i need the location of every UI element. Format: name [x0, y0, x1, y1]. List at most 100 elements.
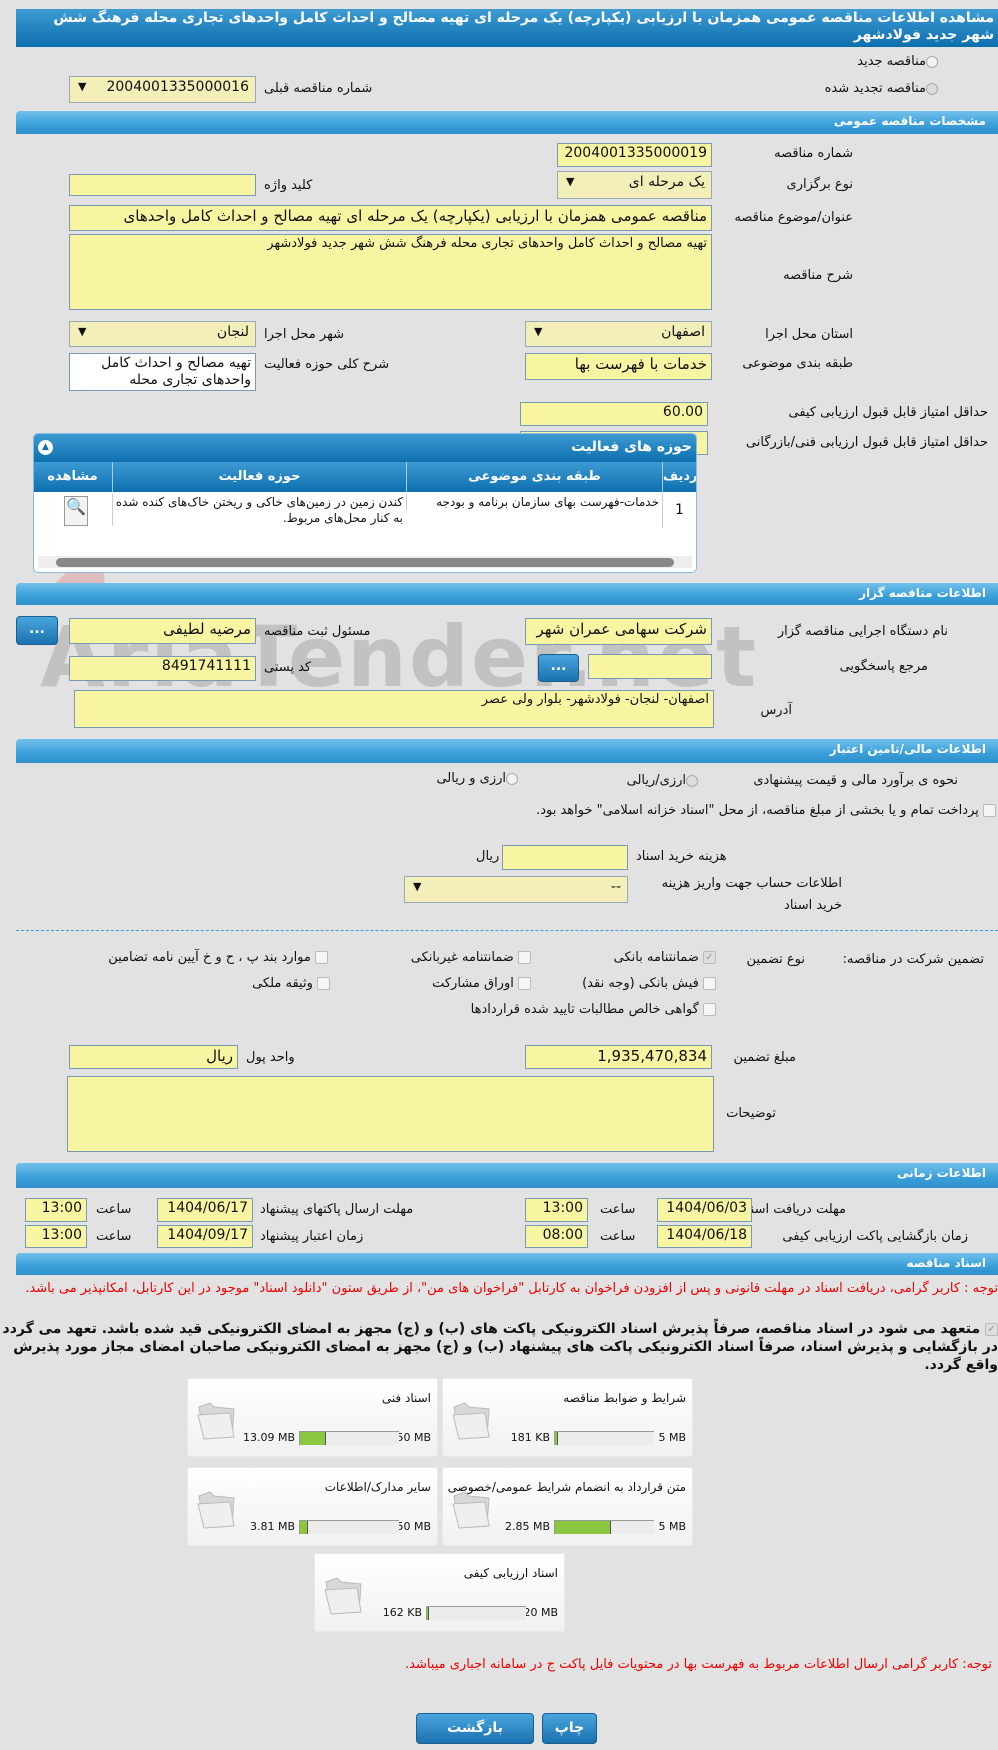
activity-desc-textarea[interactable]: تهیه مصالح و احداث کامل واحدهای تجاری مح… [69, 353, 256, 391]
print-button[interactable]: چاپ [542, 1713, 597, 1744]
prev-number-label: شماره مناقصه قبلی [264, 81, 373, 96]
guarantee-clauses[interactable]: موارد بند پ ، ح و خ آیین نامه تضامین [108, 950, 328, 965]
subject-field[interactable]: مناقصه عمومی همزمان با ارزیابی (یکپارچه)… [69, 205, 712, 231]
folder-icon [452, 1491, 490, 1529]
min-quality-field[interactable]: 60.00 [520, 402, 708, 426]
activity-desc-label: شرح کلی حوزه فعالیت [264, 357, 390, 372]
guarantee-label: تضمین شرکت در مناقصه: [842, 952, 984, 967]
horizontal-scrollbar[interactable] [38, 556, 692, 568]
reference-label: مرجع پاسخگویی [839, 659, 928, 674]
document-file-box[interactable]: شرایط و ضوابط مناقصه 5 MB 181 KB [442, 1378, 693, 1457]
quality-open-time[interactable]: 08:00 [525, 1225, 588, 1248]
section-timing-header: اطلاعات زمانی [16, 1163, 998, 1188]
city-label: شهر محل اجرا [264, 327, 344, 342]
file-used-size: 3.81 MB [249, 1520, 295, 1533]
folder-icon [324, 1577, 362, 1615]
category-field[interactable]: خدمات با فهرست بها [525, 353, 712, 380]
collapse-icon[interactable]: ▲ [38, 440, 53, 455]
file-name: سایر مدارک/اطلاعات [324, 1480, 431, 1494]
section-financial-header: اطلاعات مالی/تامین اعتبار [16, 739, 998, 763]
page-title: مشاهده اطلاعات مناقصه عمومی همزمان با ار… [16, 9, 998, 47]
file-usage-fill [555, 1521, 612, 1534]
scrollbar-thumb[interactable] [56, 558, 674, 567]
file-max-size: 50 MB [396, 1520, 431, 1533]
guarantee-claims[interactable]: گواهی خالص مطالبات تایید شده قراردادها [471, 1002, 716, 1017]
province-select[interactable]: اصفهان ▼ [525, 321, 712, 347]
guarantee-nonbank[interactable]: ضمانتنامه غیربانکی [411, 950, 531, 965]
guarantee-bank[interactable]: ✓ ضمانتنامه بانکی [614, 950, 716, 965]
org-field[interactable]: شرکت سهامی عمران شهر [525, 618, 712, 645]
notes-textarea[interactable] [67, 1076, 714, 1152]
activities-title: حوزه های فعالیت [571, 439, 692, 455]
document-file-box[interactable]: اسناد ارزیابی کیفی 20 MB 162 KB [314, 1553, 565, 1632]
chevron-down-icon: ▼ [413, 880, 422, 893]
file-usage-bar [426, 1606, 526, 1620]
radio-renewed-tender[interactable]: مناقصه تجدید شده [825, 81, 938, 96]
radio-new-tender[interactable]: مناقصه جدید [857, 54, 938, 69]
responsible-field[interactable]: مرضیه لطیفی [69, 618, 256, 644]
validity-time[interactable]: 13:00 [25, 1225, 87, 1248]
keyword-field[interactable] [69, 174, 256, 196]
commitment-checkbox[interactable]: ✓ متعهد می شود در اسناد مناقصه، صرفاً پذ… [2, 1321, 998, 1373]
radio-currency-and-rial[interactable]: ارزی و ریالی [436, 771, 518, 786]
file-usage-fill [427, 1607, 429, 1620]
rial-unit: ریال [476, 849, 500, 864]
type-select[interactable]: یک مرحله ای ▼ [557, 171, 712, 199]
submit-time[interactable]: 13:00 [25, 1198, 87, 1222]
submit-label: مهلت ارسال پاکتهای پیشنهاد [260, 1202, 414, 1217]
radio-rial-currency[interactable]: ارزی/ریالی [627, 773, 698, 788]
validity-date[interactable]: 1404/09/17 [157, 1225, 253, 1248]
quality-open-label: زمان بازگشایی پاکت ارزیابی کیفی [782, 1229, 968, 1244]
prev-number-select[interactable]: 2004001335000016 ▼ [69, 76, 256, 103]
view-document-icon[interactable]: 🔍 [64, 496, 88, 526]
guarantee-bonds[interactable]: اوراق مشارکت [432, 976, 531, 991]
section-organizer-header: اطلاعات مناقصه گزار [16, 583, 998, 605]
time-label: ساعت [600, 1229, 636, 1244]
doc-deadline-date[interactable]: 1404/06/03 [657, 1198, 752, 1222]
notes-label: توضیحات [726, 1106, 776, 1121]
doc-deadline-label: مهلت دریافت اسناد [740, 1202, 846, 1217]
address-textarea[interactable]: اصفهان- لنجان- فولادشهر- بلوار ولی عصر [74, 690, 714, 728]
back-button[interactable]: بازگشت [416, 1713, 534, 1744]
city-select[interactable]: لنجان ▼ [69, 321, 256, 347]
responsible-more-button[interactable]: ... [16, 616, 58, 645]
checkbox-label: ضمانتنامه غیربانکی [410, 950, 514, 965]
account-select[interactable]: -- ▼ [404, 876, 628, 903]
document-file-box[interactable]: متن قرارداد به انضمام شرایط عمومی/خصوصی … [442, 1467, 693, 1546]
radio-label: ارزی و ریالی [436, 771, 506, 786]
radio-label: ارزی/ریالی [626, 773, 686, 788]
chevron-down-icon: ▼ [78, 325, 87, 338]
reference-more-button[interactable]: ... [538, 654, 579, 682]
column-header-field: حوزه فعالیت [112, 462, 406, 492]
treasury-checkbox[interactable]: پرداخت تمام و یا بخشی از مبلغ مناقصه، از… [536, 800, 996, 822]
folder-icon [452, 1402, 490, 1440]
doc-deadline-time[interactable]: 13:00 [525, 1198, 588, 1222]
document-file-box[interactable]: سایر مدارک/اطلاعات 50 MB 3.81 MB [187, 1467, 438, 1546]
prev-number-value: 2004001335000016 [106, 79, 249, 95]
guarantee-cash[interactable]: فیش بانکی (وجه نقد) [582, 976, 716, 991]
description-textarea[interactable]: تهیه مصالح و احداث کامل واحدهای تجاری مح… [69, 234, 712, 310]
file-usage-fill [300, 1521, 308, 1534]
postal-field[interactable]: 8491741111 [69, 656, 256, 681]
subject-label: عنوان/موضوع مناقصه [734, 210, 853, 225]
file-max-size: 20 MB [523, 1606, 558, 1619]
column-header-category: طبقه بندی موضوعی [406, 462, 662, 492]
document-file-box[interactable]: اسناد فنی 50 MB 13.09 MB [187, 1378, 438, 1457]
reference-field[interactable] [588, 654, 712, 679]
quality-open-date[interactable]: 1404/06/18 [657, 1225, 752, 1248]
documents-notice: توجه : کاربر گرامی، دریافت اسناد در مهلت… [25, 1281, 998, 1296]
submit-date[interactable]: 1404/06/17 [157, 1198, 253, 1222]
checkbox-label: موارد بند پ ، ح و خ آیین نامه تضامین [108, 950, 311, 965]
file-name: اسناد ارزیابی کیفی [463, 1566, 558, 1580]
amount-field[interactable]: 1,935,470,834 [525, 1045, 712, 1069]
activities-header: حوزه های فعالیت ▲ [34, 434, 696, 462]
doc-cost-field[interactable] [502, 845, 628, 870]
currency-field[interactable]: ریال [69, 1045, 238, 1069]
radio-label: مناقصه جدید [857, 54, 926, 69]
tender-number-field[interactable]: 2004001335000019 [557, 143, 712, 167]
cell-category: خدمات-فهرست بهای سازمان برنامه و بودجه [406, 494, 662, 510]
file-usage-bar [554, 1431, 654, 1445]
file-used-size: 13.09 MB [242, 1431, 295, 1444]
guarantee-property[interactable]: وثیقه ملکی [252, 976, 330, 991]
chevron-down-icon: ▼ [566, 175, 575, 188]
